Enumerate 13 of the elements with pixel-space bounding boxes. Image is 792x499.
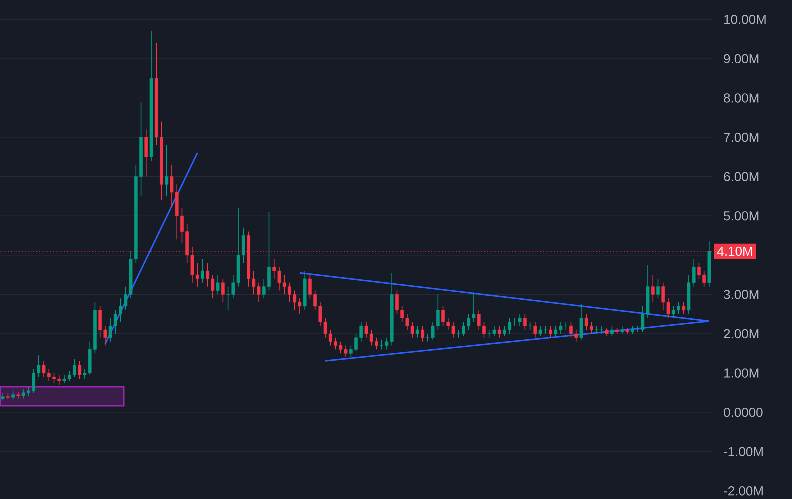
y-tick-label: 2.00M xyxy=(724,329,759,339)
y-tick-label: 1.00M xyxy=(724,368,759,378)
y-tick-label: 6.00M xyxy=(724,172,759,182)
y-tick-label: 0.0000 xyxy=(724,408,763,418)
y-tick-label: -2.00M xyxy=(724,486,763,496)
y-tick-label: 9.00M xyxy=(724,54,759,64)
ref-line-label: 4.10M xyxy=(718,246,752,256)
y-tick-label: 3.00M xyxy=(724,290,759,300)
y-tick-label: -1.00M xyxy=(724,447,763,456)
y-tick-label: 8.00M xyxy=(724,94,759,103)
y-tick-label: 7.00M xyxy=(724,132,759,142)
y-tick-label: 5.00M xyxy=(724,211,759,221)
y-tick-label: 10.00M xyxy=(724,15,766,24)
